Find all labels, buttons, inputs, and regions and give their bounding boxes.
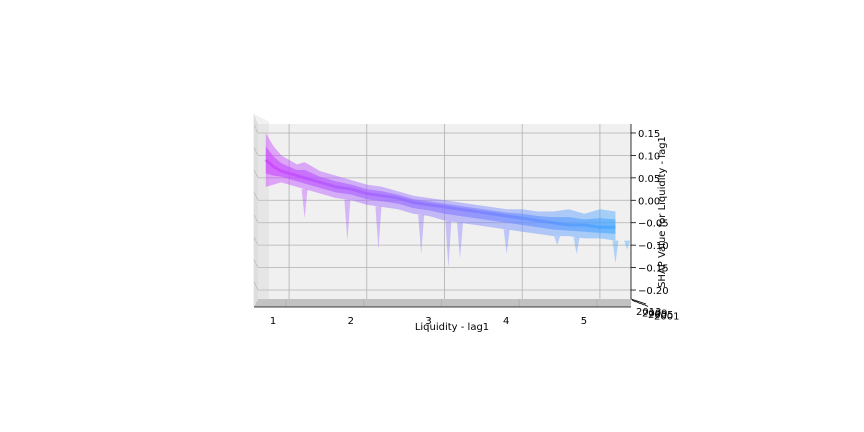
surface-spike [375, 206, 382, 250]
x-tick-label: 2 [348, 316, 354, 327]
x-tick-label: 3 [425, 316, 431, 327]
z-tick-label: 0.15 [638, 129, 660, 140]
surface-band [265, 132, 616, 241]
y-axis-line [630, 298, 647, 305]
y-tick-label: 2009 [642, 309, 667, 320]
surface-spike [624, 240, 631, 250]
surface-spike [554, 236, 561, 246]
z-tick-label: 0.00 [638, 196, 660, 207]
y-tick-label: 2013 [636, 307, 661, 318]
surface-spike [344, 199, 351, 241]
shap-surface [264, 132, 631, 268]
z-tick-label: −0.15 [638, 264, 669, 275]
y-tick-label: 2001 [654, 312, 679, 323]
y-tick [635, 301, 641, 304]
floor-pane [254, 299, 631, 307]
y-tick [639, 302, 645, 306]
y-tick [643, 304, 649, 307]
x-tick-labels: 1 2 3 4 5 [270, 316, 587, 327]
z-tick-label: 0.10 [638, 151, 660, 162]
surface-spike [503, 229, 510, 255]
y-tick [631, 299, 637, 303]
x-tick-label: 1 [270, 316, 276, 327]
tick-marks [631, 132, 649, 307]
surface-spike [418, 214, 425, 255]
y-tick-label: 2005 [648, 310, 673, 321]
surface-spike [612, 240, 619, 264]
z-tick-label: −0.05 [638, 219, 669, 230]
x-tick-label: 4 [503, 316, 509, 327]
surface-spike [301, 189, 308, 219]
z-tick-label: 0.05 [638, 174, 660, 185]
surface-spike [573, 237, 580, 255]
z-axis-label: SHAP Value for Liquidity - lag1 [657, 136, 668, 288]
z-tick-label: −0.20 [638, 286, 669, 297]
surface-spike [457, 222, 464, 259]
x-axis-label: Liquidity - lag1 [415, 322, 489, 333]
z-tick-label: −0.10 [638, 241, 669, 252]
x-tick-label: 5 [581, 316, 587, 327]
surface-ridge [264, 158, 616, 229]
z-tick-labels: 0.15 0.10 0.05 0.00 −0.05 −0.10 −0.15 −0.20 [638, 129, 669, 297]
surface-spike [445, 221, 452, 268]
